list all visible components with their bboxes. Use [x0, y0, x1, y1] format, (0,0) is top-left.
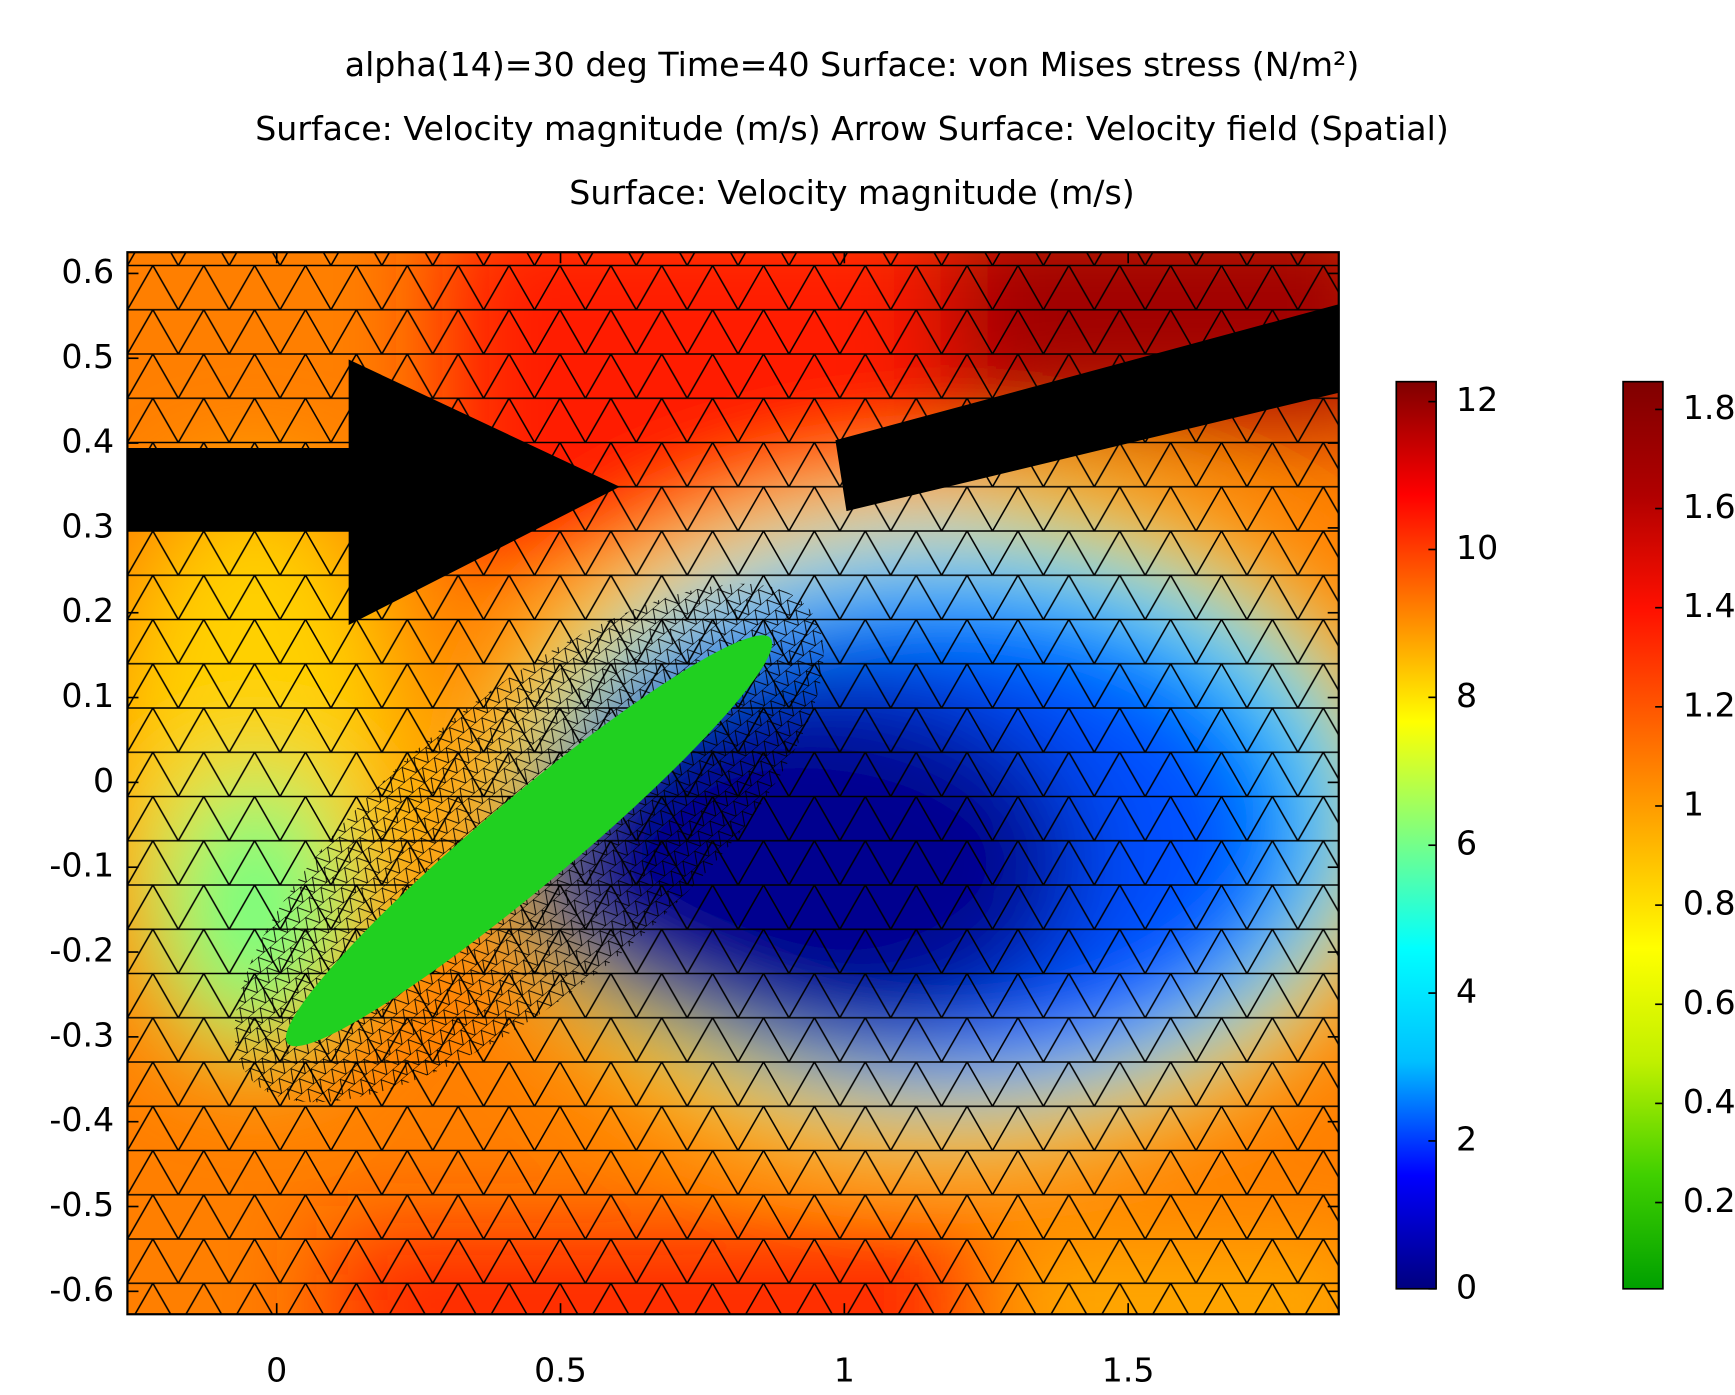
colorbars: 0 2 4 6 8 10 12 0.2 0.4 0.6 0.8 1 1.2 1.4 1.6 1.8	[1395, 380, 1735, 1306]
chart-title: Surface: Velocity magnitude (m/s)	[569, 173, 1134, 212]
chart-title: alpha(14)=30 deg Time=40 Surface: von Mi…	[345, 45, 1360, 84]
colorbar-tick-label: 4	[1456, 972, 1477, 1011]
colorbar-tick-label: 0.4	[1683, 1082, 1735, 1121]
plot-frame	[126, 251, 1340, 1316]
colorbar-tick-label: 0.6	[1683, 983, 1735, 1022]
colorbar	[1622, 380, 1664, 1290]
chart-title: Surface: Velocity magnitude (m/s) Arrow …	[255, 109, 1449, 148]
colorbar-tick-label: 1	[1683, 784, 1704, 823]
y-tick-label: 0.4	[61, 422, 114, 461]
colorbar-tick-label: 8	[1456, 676, 1477, 715]
airfoil	[285, 635, 773, 1047]
velocity-arrow	[127, 359, 620, 626]
y-tick-label: 0.1	[61, 676, 114, 715]
x-tick-label: 0	[266, 1350, 287, 1389]
colorbar	[1395, 380, 1437, 1290]
colorbar-tick-label: 6	[1456, 824, 1477, 863]
y-tick-label: -0.2	[49, 931, 114, 970]
axes: 0 0.5 1 1.5 -0.6 -0.5 -0.4 -0.3 -0.2 -0.1 0 0.1 0.2 0…	[49, 252, 1339, 1389]
y-tick-label: -0.4	[49, 1100, 114, 1139]
colorbar-tick-label: 0.2	[1683, 1181, 1735, 1220]
velocity-arrow	[835, 304, 1339, 512]
y-tick-label: -0.5	[49, 1185, 114, 1224]
y-tick-label: 0.2	[61, 591, 114, 630]
x-tick-label: 0.5	[534, 1350, 587, 1389]
colorbar-tick-label: 12	[1456, 380, 1498, 419]
titles: alpha(14)=30 deg Time=40 Surface: von Mi…	[255, 45, 1449, 212]
y-tick-label: -0.3	[49, 1015, 114, 1054]
x-tick-label: 1	[834, 1350, 855, 1389]
colorbar-tick-label: 1.4	[1683, 586, 1735, 625]
y-tick-label: 0.5	[61, 337, 114, 376]
colorbar-tick-label: 10	[1456, 528, 1498, 567]
colorbar-tick-label: 0.8	[1683, 884, 1735, 923]
field	[127, 252, 1339, 1315]
y-tick-label: -0.6	[49, 1270, 114, 1309]
colorbar-tick-label: 1.2	[1683, 685, 1735, 724]
colorbar-tick-label: 1.6	[1683, 487, 1735, 526]
x-tick-label: 1.5	[1102, 1350, 1155, 1389]
y-tick-label: -0.1	[49, 846, 114, 885]
y-tick-label: 0.3	[61, 506, 114, 545]
y-tick-label: 0.6	[61, 252, 114, 291]
y-tick-label: 0	[93, 761, 114, 800]
colorbar-tick-label: 0	[1456, 1267, 1477, 1306]
colorbar-tick-label: 1.8	[1683, 388, 1735, 427]
colorbar-tick-label: 2	[1456, 1119, 1477, 1158]
